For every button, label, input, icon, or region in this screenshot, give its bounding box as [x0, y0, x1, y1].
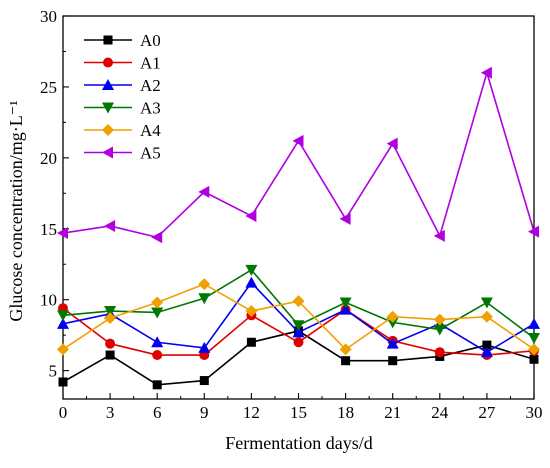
legend-label: A2 — [140, 76, 161, 95]
data-point-a5 — [245, 210, 257, 223]
data-point-a2 — [528, 317, 540, 329]
y-tick-label: 5 — [49, 362, 58, 381]
data-point-a3 — [339, 297, 352, 309]
y-tick-label: 30 — [40, 7, 57, 26]
data-point-a3 — [386, 317, 399, 329]
y-tick-label: 15 — [40, 220, 57, 239]
data-point-a2 — [245, 276, 258, 288]
data-point-a3 — [528, 333, 540, 345]
data-point-a5 — [151, 231, 163, 244]
data-point-a1 — [293, 337, 304, 348]
data-point-a5 — [292, 134, 304, 147]
data-point-a3 — [245, 264, 258, 276]
x-tick-label: 27 — [478, 403, 496, 422]
data-point-a0 — [199, 376, 209, 386]
data-point-a3 — [198, 293, 211, 305]
legend-marker — [102, 124, 114, 136]
data-point-a4 — [245, 305, 258, 318]
data-point-a3 — [104, 306, 117, 318]
x-tick-label: 30 — [526, 403, 543, 422]
y-axis-title: Glucose concentration/mg·L⁻¹ — [6, 100, 26, 321]
data-point-a3 — [151, 307, 164, 319]
x-tick-label: 6 — [153, 403, 162, 422]
legend-label: A1 — [140, 54, 161, 73]
data-point-a5 — [433, 229, 445, 242]
data-point-a2 — [151, 336, 164, 348]
data-point-a5 — [57, 227, 68, 240]
series-a5 — [57, 66, 539, 244]
legend-marker — [103, 35, 113, 45]
data-point-a5 — [104, 219, 116, 232]
series-a4 — [57, 278, 540, 356]
data-point-a4 — [151, 296, 164, 309]
x-tick-label: 15 — [290, 403, 307, 422]
data-point-a3 — [480, 297, 493, 309]
legend-item-a4: A4 — [84, 121, 161, 140]
data-point-a1 — [152, 350, 163, 361]
x-tick-label: 12 — [243, 403, 260, 422]
y-tick-label: 20 — [40, 149, 57, 168]
data-point-a5 — [528, 225, 539, 238]
legend-item-a5: A5 — [84, 144, 161, 163]
y-tick-label: 25 — [40, 78, 57, 97]
legend-item-a1: A1 — [84, 54, 161, 73]
x-axis-title: Fermentation days/d — [225, 433, 372, 453]
data-point-a4 — [480, 310, 493, 323]
series-line-a5 — [62, 69, 535, 239]
data-point-a0 — [152, 380, 162, 390]
legend-item-a2: A2 — [84, 76, 161, 95]
x-tick-label: 3 — [106, 403, 115, 422]
data-point-a4 — [339, 343, 352, 356]
data-point-a4 — [528, 343, 540, 356]
data-point-a2 — [339, 303, 352, 315]
data-point-a2 — [386, 337, 399, 349]
data-point-a4 — [433, 313, 446, 326]
legend-item-a3: A3 — [84, 99, 161, 118]
legend-marker — [102, 146, 113, 159]
data-point-a4 — [386, 310, 399, 323]
data-point-a2 — [198, 341, 211, 353]
series-a3 — [57, 264, 540, 345]
data-point-a2 — [292, 326, 305, 338]
data-point-a5 — [480, 66, 492, 79]
data-point-a0 — [58, 377, 68, 387]
data-point-a0 — [246, 337, 256, 347]
legend-label: A4 — [140, 121, 161, 140]
data-point-a3 — [433, 324, 446, 336]
legend-marker — [103, 57, 113, 68]
x-tick-label: 24 — [431, 403, 449, 422]
x-tick-label: 0 — [59, 403, 68, 422]
x-tick-label: 18 — [337, 403, 354, 422]
data-point-a4 — [57, 343, 69, 356]
data-point-a1 — [105, 338, 116, 349]
y-tick-label: 10 — [40, 291, 57, 310]
x-tick-label: 9 — [200, 403, 209, 422]
data-point-a0 — [529, 354, 539, 364]
x-tick-label: 21 — [384, 403, 401, 422]
data-point-a5 — [198, 185, 210, 198]
data-point-a4 — [292, 295, 305, 308]
legend-label: A0 — [140, 31, 161, 50]
data-point-a0 — [388, 356, 398, 366]
data-point-a0 — [482, 340, 492, 350]
legend-marker — [102, 102, 114, 114]
legend-item-a0: A0 — [84, 31, 161, 50]
data-point-a0 — [341, 356, 351, 366]
data-point-a4 — [198, 278, 211, 291]
data-point-a2 — [57, 317, 69, 329]
data-point-a1 — [434, 347, 445, 358]
data-point-a2 — [480, 346, 493, 358]
data-point-a3 — [292, 320, 305, 332]
legend-label: A5 — [140, 144, 161, 163]
data-point-a0 — [105, 350, 115, 360]
data-point-a5 — [339, 212, 351, 225]
data-point-a3 — [57, 310, 69, 322]
legend-label: A3 — [140, 99, 161, 118]
data-point-a5 — [386, 137, 398, 150]
data-point-a4 — [104, 312, 117, 325]
legend-marker — [102, 79, 114, 90]
